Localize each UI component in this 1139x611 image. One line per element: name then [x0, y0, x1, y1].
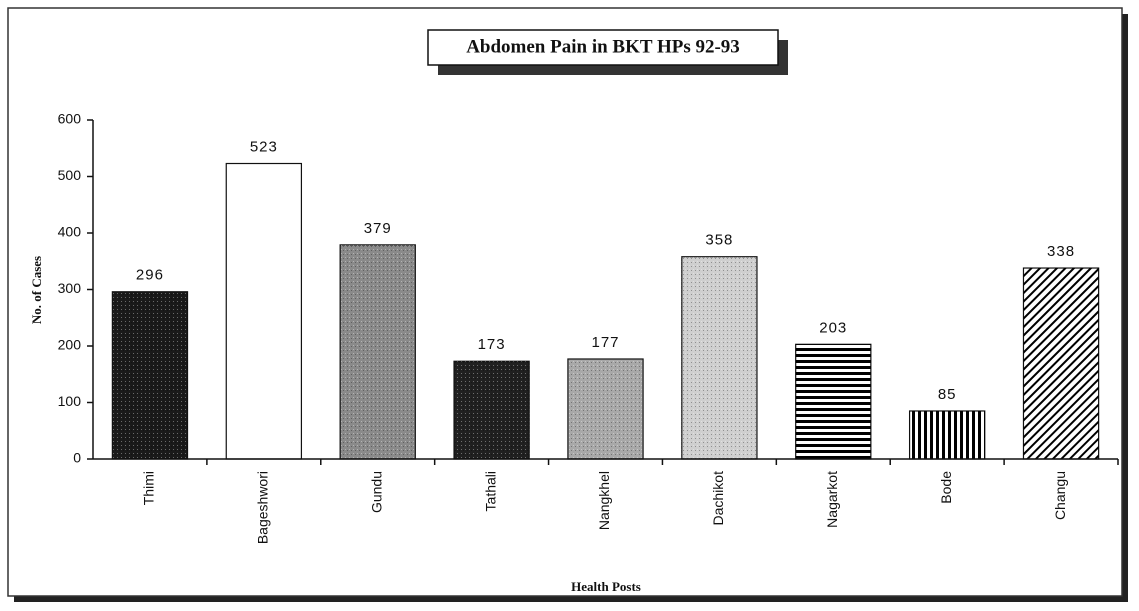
x-tick-label: Nagarkot — [824, 471, 840, 528]
value-label: 85 — [938, 386, 957, 403]
y-tick-label: 300 — [58, 280, 82, 296]
x-tick-label: Nangkhel — [596, 471, 612, 530]
value-label: 296 — [136, 267, 164, 284]
title-box — [427, 29, 779, 66]
bar — [225, 162, 303, 460]
y-tick-label: 600 — [58, 111, 82, 127]
x-tick-label: Gundu — [368, 471, 384, 513]
chart-title: Abdomen Pain in BKT HPs 92-93 — [466, 36, 740, 57]
x-tick-label: Bode — [938, 471, 954, 504]
y-tick-label: 200 — [58, 337, 82, 353]
bar — [908, 410, 986, 460]
bar — [111, 291, 189, 460]
bar — [1022, 267, 1100, 460]
x-tick-label: Thimi — [141, 471, 157, 505]
value-label: 358 — [705, 232, 733, 249]
value-label: 338 — [1047, 243, 1075, 260]
y-tick-label: 500 — [58, 167, 82, 183]
bar — [339, 244, 416, 460]
value-label: 203 — [819, 319, 847, 336]
value-label: 173 — [478, 336, 506, 353]
x-tick-label: Dachikot — [710, 471, 726, 526]
value-label: 379 — [364, 220, 392, 237]
y-tick-label: 100 — [58, 393, 82, 409]
bar — [795, 343, 872, 460]
y-tick-label: 0 — [73, 450, 81, 466]
frame — [7, 7, 1123, 597]
value-label: 177 — [591, 334, 619, 351]
bar — [453, 360, 530, 460]
bar — [567, 358, 644, 460]
x-axis-title: Health Posts — [571, 579, 641, 594]
bar — [681, 256, 758, 460]
value-label: 523 — [250, 138, 278, 155]
x-tick-label: Changu — [1052, 471, 1068, 520]
y-tick-label: 400 — [58, 224, 82, 240]
x-tick-label: Tathali — [482, 471, 498, 511]
y-axis-title: No. of Cases — [29, 256, 44, 324]
x-tick-label: Bageshwori — [255, 471, 271, 544]
